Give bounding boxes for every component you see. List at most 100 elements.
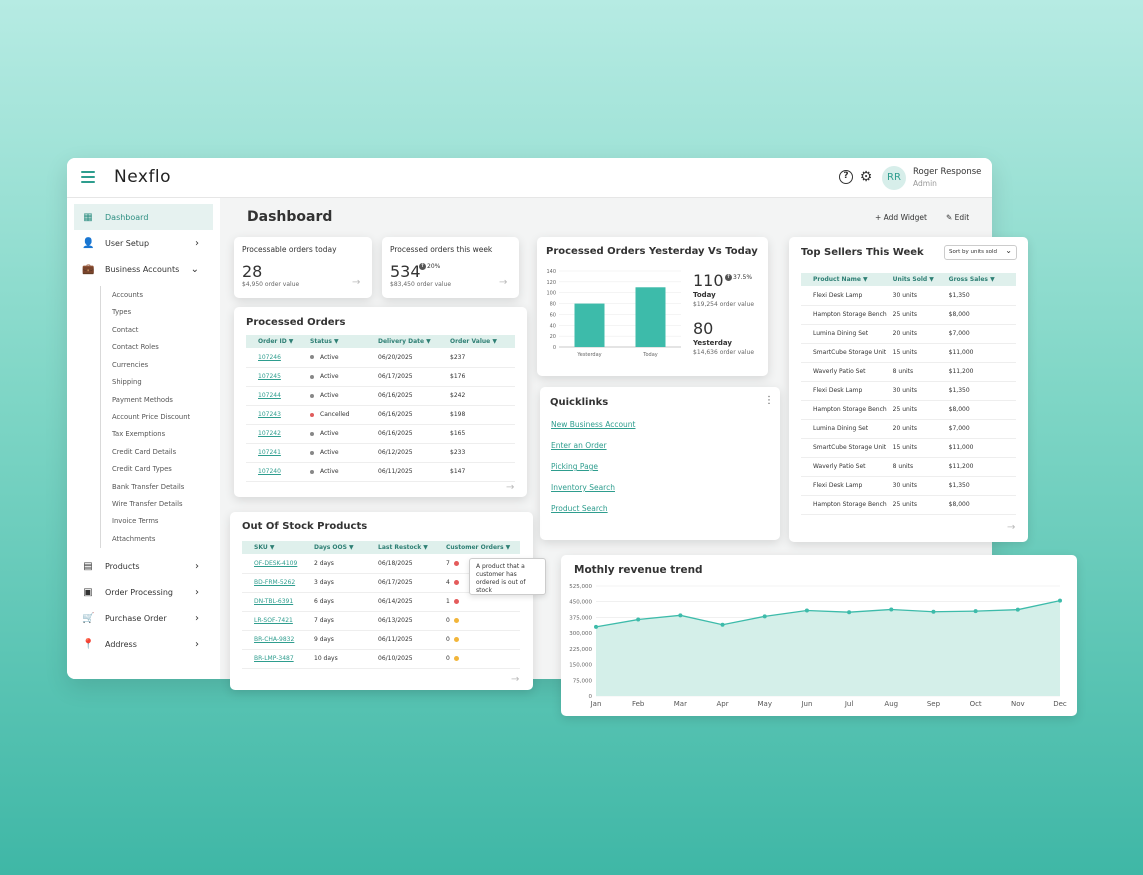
arrow-right-icon[interactable]: →: [506, 482, 515, 493]
submenu-item[interactable]: Bank Transfer Details: [112, 483, 185, 491]
arrow-right-icon[interactable]: →: [1007, 522, 1016, 533]
submenu-item[interactable]: Credit Card Details: [112, 448, 177, 456]
more-options-icon[interactable]: ⋮: [764, 395, 774, 406]
table-row[interactable]: 107243 Cancelled 06/16/2025 $198: [246, 405, 515, 425]
submenu-item[interactable]: Types: [112, 308, 132, 316]
table-row[interactable]: 107240 Active 06/11/2025 $147: [246, 462, 515, 482]
table-row[interactable]: LR-SOF-7421 7 days 06/13/2025 0: [242, 611, 520, 631]
order-id-link[interactable]: 107245: [258, 373, 281, 380]
column-header[interactable]: Delivery Date ▼: [372, 335, 444, 348]
avatar[interactable]: RR: [882, 166, 906, 190]
order-id-link[interactable]: 107244: [258, 392, 281, 399]
submenu-item[interactable]: Account Price Discount: [112, 413, 191, 421]
out-of-stock-card: Out Of Stock Products SKU ▼ Days OOS ▼ L…: [230, 512, 533, 690]
column-header[interactable]: Customer Orders ▼: [440, 541, 520, 554]
add-widget-button[interactable]: + Add Widget: [875, 213, 927, 222]
table-row[interactable]: DN-TBL-6391 6 days 06/14/2025 1: [242, 592, 520, 612]
submenu-item[interactable]: Contact: [112, 326, 139, 334]
column-header[interactable]: Order Value ▼: [444, 335, 515, 348]
order-id-link[interactable]: 107241: [258, 449, 281, 456]
column-header[interactable]: Units Sold ▼: [886, 273, 943, 286]
submenu-item[interactable]: Credit Card Types: [112, 465, 172, 473]
submenu-item[interactable]: Contact Roles: [112, 343, 159, 351]
table-row[interactable]: Flexi Desk Lamp 30 units $1,350: [801, 381, 1016, 401]
y-tick-label: 120: [546, 280, 556, 286]
quicklink-inventory-search[interactable]: Inventory Search: [551, 483, 615, 492]
card-title: Mothly revenue trend: [574, 564, 703, 576]
delivery-date: 06/16/2025: [372, 386, 444, 406]
column-header[interactable]: Order ID ▼: [246, 335, 304, 348]
table-row[interactable]: 107245 Active 06/17/2025 $176: [246, 367, 515, 387]
y-tick-label: 225,000: [569, 647, 592, 653]
submenu-item[interactable]: Tax Exemptions: [112, 430, 166, 438]
chevron-right-icon: ›: [195, 612, 199, 624]
submenu-item[interactable]: Payment Methods: [112, 396, 173, 404]
yesterday-value: 80: [693, 319, 714, 338]
submenu-item[interactable]: Attachments: [112, 535, 156, 543]
column-header[interactable]: Last Restock ▼: [372, 541, 440, 554]
sort-select[interactable]: Sort by units sold: [944, 244, 1017, 260]
help-icon[interactable]: ?: [839, 170, 853, 184]
submenu-item[interactable]: Accounts: [112, 291, 143, 299]
table-row[interactable]: BR-CHA-9832 9 days 06/11/2025 0: [242, 630, 520, 650]
card-title: Processed Orders Yesterday Vs Today: [546, 246, 758, 257]
submenu-item[interactable]: Invoice Terms: [112, 517, 159, 525]
sku-link[interactable]: BR-CHA-9832: [254, 636, 295, 643]
column-header[interactable]: SKU ▼: [242, 541, 308, 554]
column-header[interactable]: Days OOS ▼: [308, 541, 372, 554]
sku-link[interactable]: BD-FRM-5262: [254, 579, 296, 586]
x-tick-label: Today: [642, 352, 658, 358]
sidebar-item-dashboard[interactable]: ▦ Dashboard: [74, 204, 213, 230]
status-dot: [453, 637, 459, 642]
table-row[interactable]: SmartCube Storage Unit 15 units $11,000: [801, 438, 1016, 458]
table-row[interactable]: BR-LMP-3487 10 days 06/10/2025 0: [242, 649, 520, 669]
sidebar-item-products[interactable]: ▤ Products ›: [74, 553, 213, 579]
table-row[interactable]: 107246 Active 06/20/2025 $237: [246, 348, 515, 368]
table-row[interactable]: Hampton Storage Bench 25 units $8,000: [801, 305, 1016, 325]
menu-icon[interactable]: [81, 171, 95, 183]
arrow-right-icon[interactable]: →: [511, 674, 520, 685]
column-header[interactable]: Product Name ▼: [801, 273, 887, 286]
table-row[interactable]: SmartCube Storage Unit 15 units $11,000: [801, 343, 1016, 363]
arrow-right-icon[interactable]: →: [352, 277, 361, 288]
units-sold: 30 units: [886, 286, 943, 306]
sidebar-item-user-setup[interactable]: 👤 User Setup ›: [74, 230, 213, 256]
order-id-link[interactable]: 107242: [258, 430, 281, 437]
sku-link[interactable]: BR-LMP-3487: [254, 655, 294, 662]
sku-link[interactable]: LR-SOF-7421: [254, 617, 293, 624]
sku-link[interactable]: DN-TBL-6391: [254, 598, 294, 605]
kpi-title: Processed orders this week: [390, 245, 493, 254]
table-row[interactable]: Lumina Dining Set 20 units $7,000: [801, 324, 1016, 344]
gear-icon[interactable]: ⚙: [859, 169, 873, 185]
submenu-item[interactable]: Shipping: [112, 378, 142, 386]
sku-link[interactable]: OF-DESK-4109: [254, 559, 298, 567]
table-row[interactable]: Flexi Desk Lamp 30 units $1,350: [801, 476, 1016, 496]
arrow-right-icon[interactable]: →: [499, 277, 508, 288]
table-row[interactable]: Hampton Storage Bench 25 units $8,000: [801, 495, 1016, 515]
order-id-link[interactable]: 107246: [258, 353, 281, 361]
edit-button[interactable]: ✎ Edit: [946, 213, 970, 222]
column-header[interactable]: Status ▼: [304, 335, 372, 348]
gross-sales: $8,000: [942, 305, 1016, 325]
quicklink-new-business-account[interactable]: New Business Account: [551, 420, 636, 429]
quicklink-picking-page[interactable]: Picking Page: [551, 462, 599, 471]
order-id-link[interactable]: 107243: [258, 411, 281, 418]
table-row[interactable]: 107241 Active 06/12/2025 $233: [246, 443, 515, 463]
sidebar-item-business-accounts[interactable]: 💼 Business Accounts ⌄: [74, 256, 213, 282]
column-header[interactable]: Gross Sales ▼: [942, 273, 1016, 286]
submenu-item[interactable]: Currencies: [112, 361, 149, 369]
table-row[interactable]: Waverly Patio Set 8 units $11,200: [801, 362, 1016, 382]
order-id-link[interactable]: 107240: [258, 468, 281, 475]
sidebar-item-order-processing[interactable]: ▣ Order Processing ›: [74, 579, 213, 605]
table-row[interactable]: Flexi Desk Lamp 30 units $1,350: [801, 286, 1016, 306]
table-row[interactable]: 107244 Active 06/16/2025 $242: [246, 386, 515, 406]
sidebar-item-address[interactable]: 📍 Address ›: [74, 631, 213, 657]
quicklink-enter-an-order[interactable]: Enter an Order: [551, 441, 607, 450]
table-row[interactable]: 107242 Active 06/16/2025 $165: [246, 424, 515, 444]
table-row[interactable]: Lumina Dining Set 20 units $7,000: [801, 419, 1016, 439]
table-row[interactable]: Hampton Storage Bench 25 units $8,000: [801, 400, 1016, 420]
table-row[interactable]: Waverly Patio Set 8 units $11,200: [801, 457, 1016, 477]
sidebar-item-purchase-order[interactable]: 🛒 Purchase Order ›: [74, 605, 213, 631]
quicklink-product-search[interactable]: Product Search: [551, 504, 608, 513]
submenu-item[interactable]: Wire Transfer Details: [112, 500, 183, 508]
